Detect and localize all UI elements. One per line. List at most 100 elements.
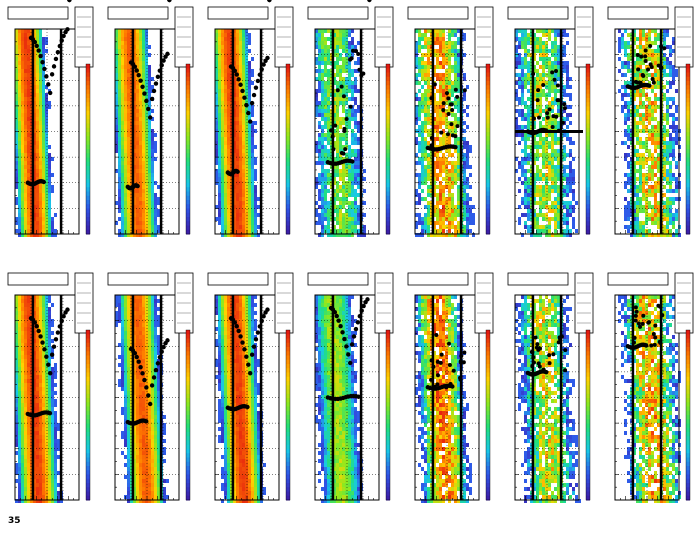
heatmap-cell xyxy=(669,61,672,65)
heatmap-cell xyxy=(48,181,51,185)
heatmap-cell xyxy=(227,129,230,133)
heatmap-cell xyxy=(245,201,248,205)
palette-step xyxy=(386,212,390,218)
heatmap-cell xyxy=(133,193,136,197)
heatmap-cell xyxy=(30,117,33,121)
heatmap-cell xyxy=(672,37,675,41)
heatmap-cell xyxy=(436,145,439,149)
heatmap-cell xyxy=(445,81,448,85)
heatmap-cell xyxy=(118,69,121,73)
heatmap-cell xyxy=(466,157,469,161)
heatmap-cell xyxy=(430,133,433,137)
heatmap-cell xyxy=(227,133,230,137)
heatmap-cell xyxy=(42,217,45,221)
heatmap-cell xyxy=(233,113,236,117)
heatmap-cell xyxy=(348,45,351,49)
heatmap-cell xyxy=(448,65,451,69)
heatmap-cell xyxy=(21,29,24,33)
heatmap-cell xyxy=(557,201,560,205)
heatmap-cell xyxy=(515,33,518,37)
heatmap-cell xyxy=(439,185,442,189)
heatmap-cell xyxy=(530,209,533,213)
heatmap-cell xyxy=(42,69,45,73)
heatmap-cell xyxy=(339,125,342,129)
heatmap-cell xyxy=(542,137,545,141)
heatmap-cell xyxy=(639,49,642,53)
heatmap-cell xyxy=(133,45,136,49)
heatmap-cell xyxy=(551,149,554,153)
heatmap-cell xyxy=(139,125,142,129)
heatmap-cell xyxy=(221,105,224,109)
heatmap-cell xyxy=(15,29,18,33)
heatmap-cell xyxy=(563,193,566,197)
heatmap-cell xyxy=(342,101,345,105)
heatmap-cell xyxy=(339,201,342,205)
overlay-marker xyxy=(349,56,354,61)
heatmap-cell xyxy=(254,161,257,165)
heatmap-cell xyxy=(45,117,48,121)
heatmap-cell xyxy=(48,193,51,197)
heatmap-cell xyxy=(33,101,36,105)
heatmap-cell xyxy=(33,105,36,109)
heatmap-cell xyxy=(154,141,157,145)
heatmap-cell xyxy=(142,133,145,137)
heatmap-cell xyxy=(554,121,557,125)
heatmap-cell xyxy=(557,77,560,81)
heatmap-cell xyxy=(357,173,360,177)
heatmap-cell xyxy=(142,213,145,217)
heatmap-cell xyxy=(127,109,130,113)
heatmap-cell xyxy=(327,37,330,41)
palette-step xyxy=(486,153,490,158)
heatmap-cell xyxy=(151,109,154,113)
heatmap-cell xyxy=(336,209,339,213)
heatmap-cell xyxy=(236,133,239,137)
heatmap-cell xyxy=(557,169,560,173)
heatmap-cell xyxy=(448,181,451,185)
heatmap-cell xyxy=(251,109,254,113)
heatmap-cell xyxy=(27,161,30,165)
heatmap-cell xyxy=(554,233,557,237)
heatmap-cell xyxy=(136,65,139,69)
heatmap-cell xyxy=(433,105,436,109)
heatmap-cell xyxy=(115,45,118,49)
heatmap-cell xyxy=(448,121,451,125)
heatmap-cell xyxy=(669,45,672,49)
heatmap-cell xyxy=(124,89,127,93)
heatmap-cell xyxy=(218,205,221,209)
heatmap-cell xyxy=(145,233,148,237)
heatmap-cell xyxy=(121,221,124,225)
heatmap-cell xyxy=(230,37,233,41)
heatmap-cell xyxy=(554,53,557,57)
heatmap-cell xyxy=(569,185,572,189)
heatmap-cell xyxy=(539,209,542,213)
heatmap-cell xyxy=(533,37,536,41)
heatmap-cell xyxy=(36,149,39,153)
heatmap-cell xyxy=(230,97,233,101)
heatmap-cell xyxy=(442,81,445,85)
heatmap-cell xyxy=(351,149,354,153)
heatmap-cell xyxy=(124,177,127,181)
heatmap-cell xyxy=(133,189,136,193)
heatmap-cell xyxy=(451,169,454,173)
heatmap-cell xyxy=(545,189,548,193)
heatmap-cell xyxy=(439,41,442,45)
heatmap-cell xyxy=(27,197,30,201)
heatmap-cell xyxy=(354,77,357,81)
heatmap-cell xyxy=(124,233,127,237)
heatmap-cell xyxy=(333,193,336,197)
palette-step xyxy=(386,106,390,112)
palette-step xyxy=(286,68,290,73)
heatmap-cell xyxy=(521,169,524,173)
heatmap-cell xyxy=(45,185,48,189)
heatmap-cell xyxy=(121,53,124,57)
heatmap-cell xyxy=(545,45,548,49)
palette-step xyxy=(486,157,490,163)
heatmap-cell xyxy=(342,57,345,61)
heatmap-cell xyxy=(148,133,151,137)
heatmap-cell xyxy=(539,189,542,193)
heatmap-cell xyxy=(436,217,439,221)
palette-step xyxy=(286,195,290,201)
heatmap-cell xyxy=(515,73,518,77)
panel-row1-col2 xyxy=(107,0,194,237)
heatmap-cell xyxy=(321,101,324,105)
